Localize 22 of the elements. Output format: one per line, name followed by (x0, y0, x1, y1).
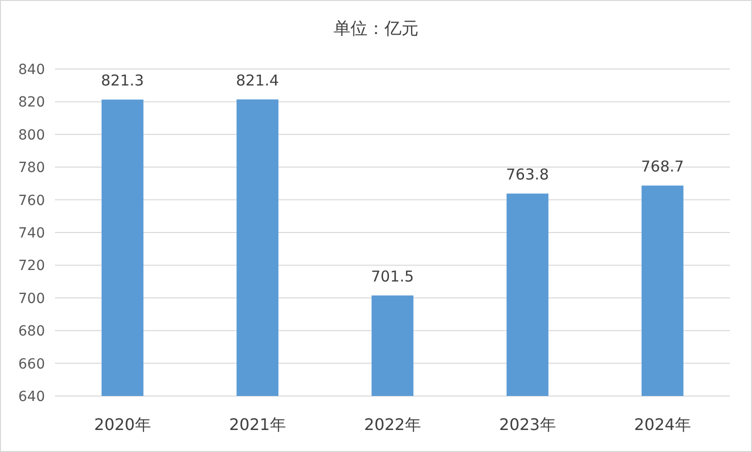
y-tick-label: 720 (18, 258, 45, 274)
data-label: 821.3 (101, 72, 144, 90)
y-tick-label: 820 (18, 94, 45, 111)
y-tick-label: 840 (18, 62, 45, 78)
y-tick-label: 760 (18, 192, 45, 209)
x-tick-label: 2023年 (499, 415, 556, 434)
x-tick-label: 2022年 (364, 415, 421, 434)
chart-title: 单位：亿元 (334, 19, 418, 39)
x-tick-label: 2024年 (634, 415, 691, 434)
y-tick-label: 740 (18, 226, 45, 242)
y-tick-label: 660 (18, 356, 45, 372)
x-tick-label: 2021年 (229, 415, 286, 434)
data-label: 768.7 (641, 158, 684, 176)
x-tick-label: 2020年 (94, 415, 151, 434)
y-tick-label: 680 (18, 324, 45, 340)
data-label: 701.5 (371, 267, 414, 286)
y-tick-label: 640 (18, 389, 45, 405)
y-tick-label: 780 (18, 160, 45, 176)
data-label: 763.8 (506, 166, 549, 184)
y-tick-label: 800 (18, 127, 45, 144)
y-tick-label: 700 (18, 290, 45, 307)
data-label: 821.4 (236, 71, 279, 90)
